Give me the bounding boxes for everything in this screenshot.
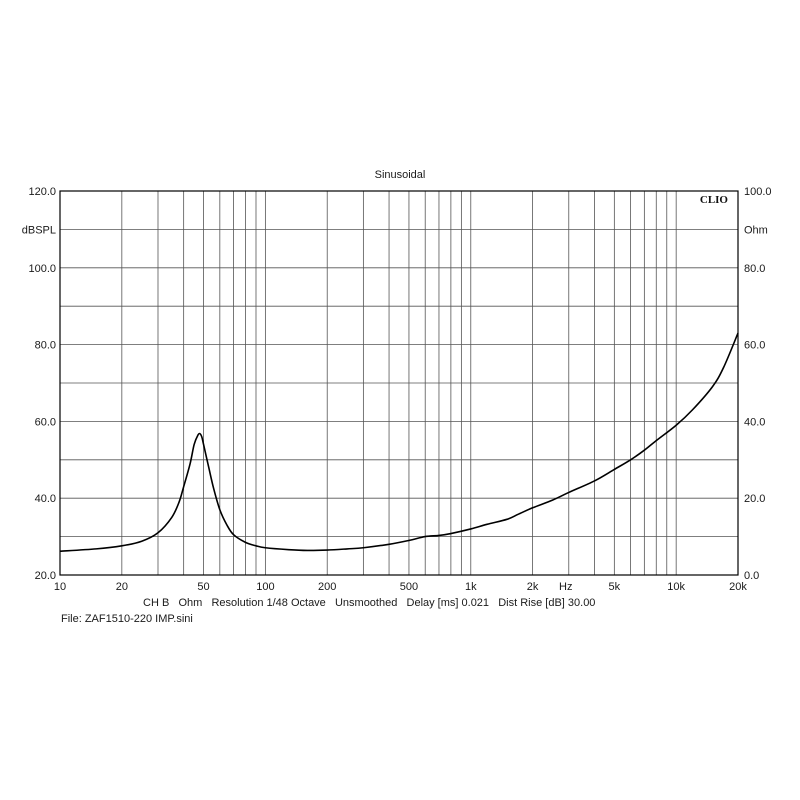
x-tick-label: 2k: [527, 581, 539, 593]
y-left-tick-label: 120.0: [28, 186, 56, 198]
y-left-tick-label: 100.0: [28, 263, 56, 275]
chart-title: Sinusoidal: [375, 169, 426, 181]
x-tick-label: 500: [400, 581, 418, 593]
x-tick-label: 10k: [667, 581, 685, 593]
x-tick-label: 50: [197, 581, 209, 593]
x-unit-label: Hz: [559, 581, 572, 593]
y-right-tick-label: 40.0: [744, 416, 765, 428]
y-left-tick-label: 80.0: [35, 340, 56, 352]
x-tick-label: 20k: [729, 581, 747, 593]
y-right-tick-label: 20.0: [744, 493, 765, 505]
curve-group: [59, 332, 739, 552]
y-right-tick-label: 60.0: [744, 340, 765, 352]
x-tick-label: 100: [256, 581, 274, 593]
y-left-tick-label: 60.0: [35, 416, 56, 428]
x-tick-label: 20: [116, 581, 128, 593]
plot-frame: [59, 190, 739, 576]
impedance-curve: [59, 332, 739, 552]
y-right-tick-label: 80.0: [744, 263, 765, 275]
y-right-tick-label: 0.0: [744, 570, 759, 582]
y-right-axis-label: Ohm: [744, 224, 768, 236]
y-left-tick-label: 20.0: [35, 570, 56, 582]
x-tick-label: 5k: [609, 581, 621, 593]
measurement-info: CH B Ohm Resolution 1/48 Octave Unsmooth…: [143, 597, 596, 609]
grid: [60, 191, 738, 575]
tick-labels: 10 20 50 100 200 500 1k 2k 5k 10k 20k Hz 20.0 40.0 60.…: [22, 186, 772, 593]
x-tick-label: 10: [54, 581, 66, 593]
y-right-tick-label: 100.0: [744, 186, 772, 198]
clio-logo-text: CLIO: [700, 194, 729, 206]
x-tick-label: 1k: [465, 581, 477, 593]
x-tick-label: 200: [318, 581, 336, 593]
y-left-axis-label: dBSPL: [22, 224, 56, 236]
file-name: File: ZAF1510-220 IMP.sini: [61, 613, 193, 625]
y-left-tick-label: 40.0: [35, 493, 56, 505]
